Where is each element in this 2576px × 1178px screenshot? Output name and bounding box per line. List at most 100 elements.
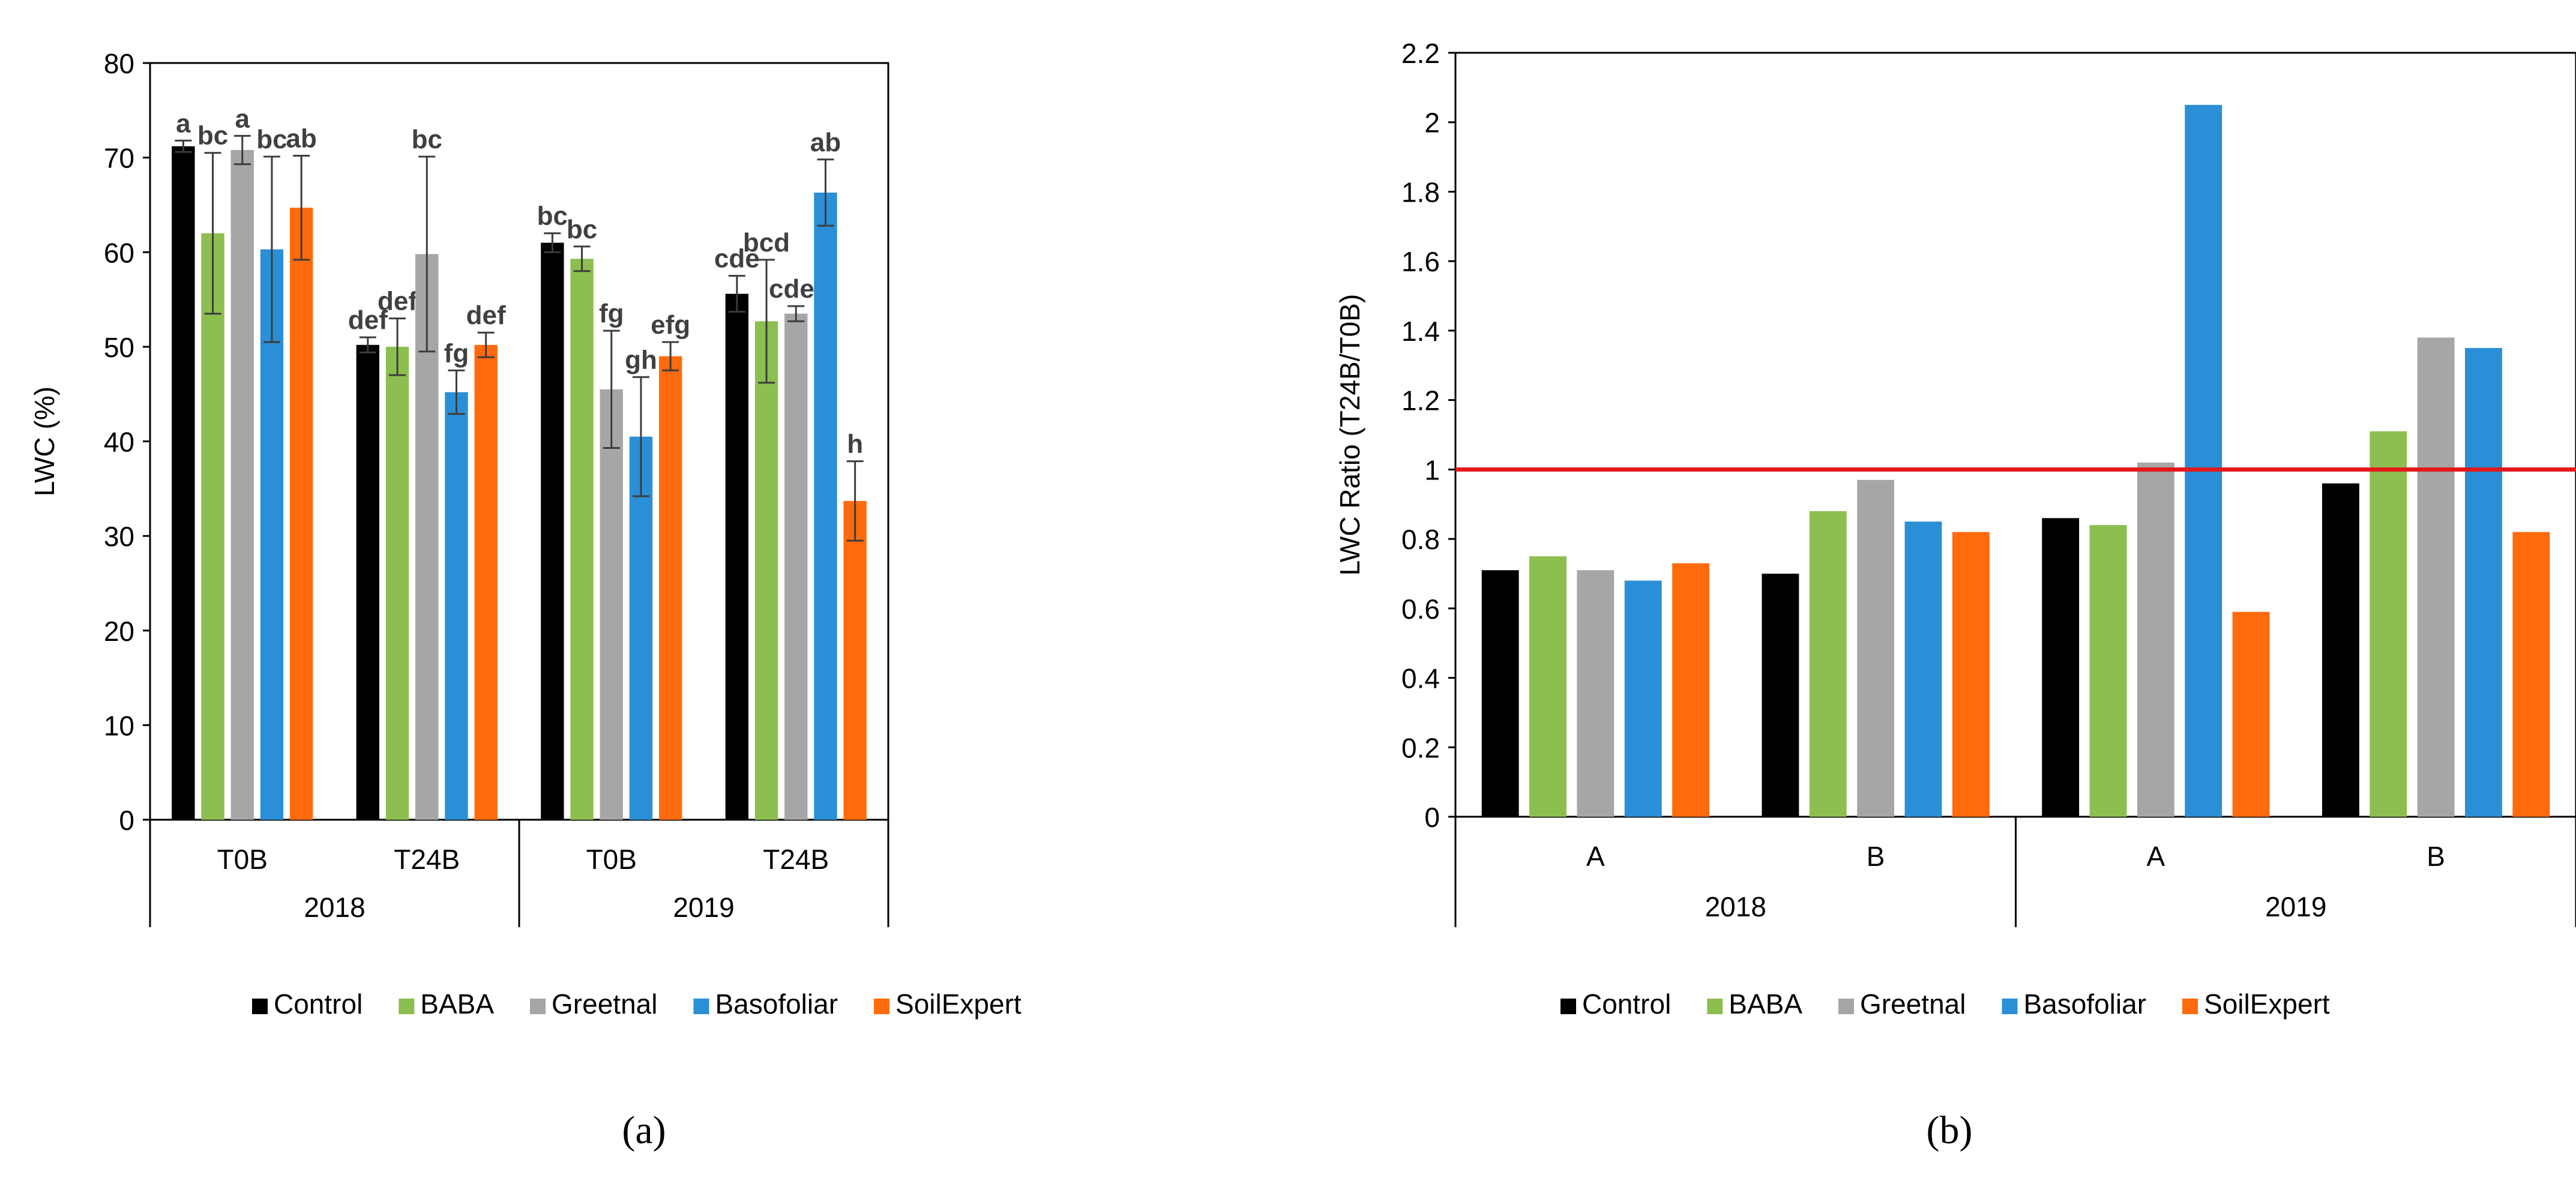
bar-basofoliar-a-2 bbox=[629, 436, 653, 820]
x-tick-label-a-3: T24B bbox=[763, 844, 829, 875]
y-tick-label-b-6: 1.2 bbox=[1401, 385, 1440, 416]
legend-label-greetnal-b: Greetnal bbox=[1860, 988, 1966, 1020]
y-tick-label-b-4: 0.8 bbox=[1401, 524, 1440, 555]
y-tick-label-b-5: 1 bbox=[1424, 454, 1440, 485]
bar-control-a-1 bbox=[356, 344, 380, 820]
significance-letter-soilexpert-a-0: ab bbox=[286, 124, 316, 153]
bar-basofoliar-b-3 bbox=[2465, 347, 2502, 817]
legend-label-soilexpert-b: SoilExpert bbox=[2204, 988, 2330, 1020]
x-group-label-b-1: 2019 bbox=[2265, 891, 2326, 922]
x-tick-label-a-0: T0B bbox=[217, 844, 268, 875]
legend-label-greetnal-a: Greetnal bbox=[552, 988, 657, 1020]
legend-swatch-greetnal-a bbox=[530, 999, 546, 1014]
significance-letter-baba-a-2: bc bbox=[567, 215, 597, 244]
legend-swatch-greetnal-b bbox=[1838, 999, 1855, 1014]
bar-control-b-3 bbox=[2322, 483, 2359, 817]
bar-greetnal-b-1 bbox=[1857, 479, 1895, 817]
significance-letter-baba-a-1: def bbox=[378, 287, 417, 316]
chart-a: (a) 0 10 20 30 40 50 60 70 80 LWC (%) T0B T24B 2018 T… bbox=[29, 48, 1022, 1152]
legend-swatch-soilexpert-b bbox=[2182, 999, 2198, 1014]
bar-control-b-2 bbox=[2042, 518, 2080, 817]
y-tick-label-a-7: 70 bbox=[104, 143, 134, 174]
bar-soilexpert-b-3 bbox=[2512, 532, 2550, 817]
bar-soilexpert-a-3 bbox=[843, 500, 867, 820]
bar-baba-a-0 bbox=[201, 233, 224, 820]
bar-baba-b-0 bbox=[1529, 556, 1566, 817]
x-group-label-b-0: 2018 bbox=[1705, 891, 1766, 922]
chart-b: (b) 0 0.2 0.4 0.6 0.8 1 1.2 1.4 1.6 1.8 2 2.2 LWC Ra… bbox=[1334, 38, 2576, 1152]
y-tick-label-b-10: 2 bbox=[1424, 107, 1440, 139]
bar-greetnal-b-0 bbox=[1577, 570, 1615, 817]
legend-label-baba-a: BABA bbox=[420, 988, 494, 1020]
bar-basofoliar-a-1 bbox=[445, 392, 468, 820]
y-tick-label-b-8: 1.6 bbox=[1401, 246, 1440, 277]
significance-letter-greetnal-a-1: bc bbox=[412, 125, 442, 154]
y-tick-label-b-0: 0 bbox=[1424, 802, 1440, 833]
significance-letter-control-a-3: cde bbox=[714, 244, 760, 274]
legend-label-soilexpert-a: SoilExpert bbox=[895, 988, 1022, 1020]
y-tick-label-a-5: 50 bbox=[104, 332, 134, 363]
bar-control-a-2 bbox=[541, 242, 564, 820]
legend-label-baba-b: BABA bbox=[1729, 988, 1802, 1020]
y-tick-label-b-7: 1.4 bbox=[1401, 316, 1440, 347]
panel-label-a: (a) bbox=[622, 1108, 666, 1152]
bar-greetnal-b-3 bbox=[2417, 337, 2455, 817]
bar-baba-b-3 bbox=[2370, 431, 2407, 817]
bar-greetnal-a-3 bbox=[784, 313, 808, 820]
y-tick-label-b-11: 2.2 bbox=[1401, 38, 1440, 69]
y-tick-label-a-1: 10 bbox=[104, 710, 134, 741]
y-tick-label-b-3: 0.6 bbox=[1401, 594, 1440, 625]
x-tick-label-b-3: B bbox=[2427, 841, 2445, 872]
bar-soilexpert-b-1 bbox=[1952, 532, 1990, 817]
y-tick-label-b-9: 1.8 bbox=[1401, 176, 1440, 208]
legend-swatch-control-b bbox=[1560, 999, 1576, 1014]
y-tick-label-a-8: 80 bbox=[104, 48, 134, 79]
y-axis-label-b: LWC Ratio (T24B/T0B) bbox=[1334, 294, 1365, 575]
x-tick-label-b-2: A bbox=[2147, 841, 2165, 872]
bar-baba-a-2 bbox=[570, 259, 594, 820]
bar-basofoliar-a-0 bbox=[260, 249, 284, 820]
y-tick-label-a-3: 30 bbox=[104, 521, 134, 552]
significance-letter-basofoliar-a-1: fg bbox=[444, 338, 469, 368]
bar-baba-a-1 bbox=[385, 346, 409, 820]
legend-swatch-basofoliar-a bbox=[693, 999, 709, 1014]
x-tick-label-a-1: T24B bbox=[394, 844, 460, 875]
bar-baba-b-2 bbox=[2089, 524, 2127, 817]
bar-soilexpert-a-1 bbox=[474, 344, 498, 820]
significance-letter-soilexpert-a-2: efg bbox=[651, 310, 690, 340]
legend-label-basofoliar-a: Basofoliar bbox=[715, 988, 838, 1020]
significance-letter-control-a-2: bc bbox=[537, 202, 568, 231]
bar-soilexpert-b-0 bbox=[1672, 563, 1710, 817]
legend-swatch-baba-a bbox=[399, 999, 415, 1014]
significance-letter-soilexpert-a-3: h bbox=[847, 430, 863, 459]
panel-label-b: (b) bbox=[1927, 1108, 1973, 1152]
legend-swatch-soilexpert-a bbox=[874, 999, 890, 1014]
bar-greetnal-a-0 bbox=[230, 150, 254, 820]
significance-letter-baba-a-3: bcd bbox=[743, 228, 790, 257]
x-tick-label-b-0: A bbox=[1586, 841, 1605, 872]
significance-letter-soilexpert-a-1: def bbox=[466, 301, 506, 330]
bar-control-b-0 bbox=[1481, 570, 1519, 817]
bar-baba-b-1 bbox=[1809, 511, 1847, 817]
y-tick-label-a-6: 60 bbox=[104, 237, 134, 268]
significance-letter-control-a-1: def bbox=[348, 305, 388, 335]
significance-letter-basofoliar-a-2: gh bbox=[625, 345, 657, 374]
y-tick-label-a-2: 20 bbox=[104, 616, 134, 647]
legend-label-control-b: Control bbox=[1582, 988, 1671, 1020]
bar-soilexpert-a-0 bbox=[289, 208, 313, 820]
bar-soilexpert-a-2 bbox=[658, 356, 682, 820]
bar-soilexpert-b-2 bbox=[2232, 612, 2270, 817]
y-axis-label-a: LWC (%) bbox=[29, 386, 60, 496]
legend-label-control-a: Control bbox=[274, 988, 363, 1020]
bar-control-b-1 bbox=[1762, 573, 1799, 817]
x-tick-label-a-2: T0B bbox=[586, 844, 637, 875]
significance-letter-control-a-0: a bbox=[176, 109, 191, 138]
bar-control-a-3 bbox=[725, 293, 749, 820]
x-group-label-a-1: 2019 bbox=[673, 892, 734, 923]
x-tick-label-b-1: B bbox=[1867, 841, 1885, 872]
bar-basofoliar-b-0 bbox=[1624, 580, 1662, 817]
bar-basofoliar-a-3 bbox=[814, 192, 837, 820]
significance-letter-greetnal-a-0: a bbox=[235, 104, 250, 133]
bar-basofoliar-b-2 bbox=[2185, 104, 2222, 817]
